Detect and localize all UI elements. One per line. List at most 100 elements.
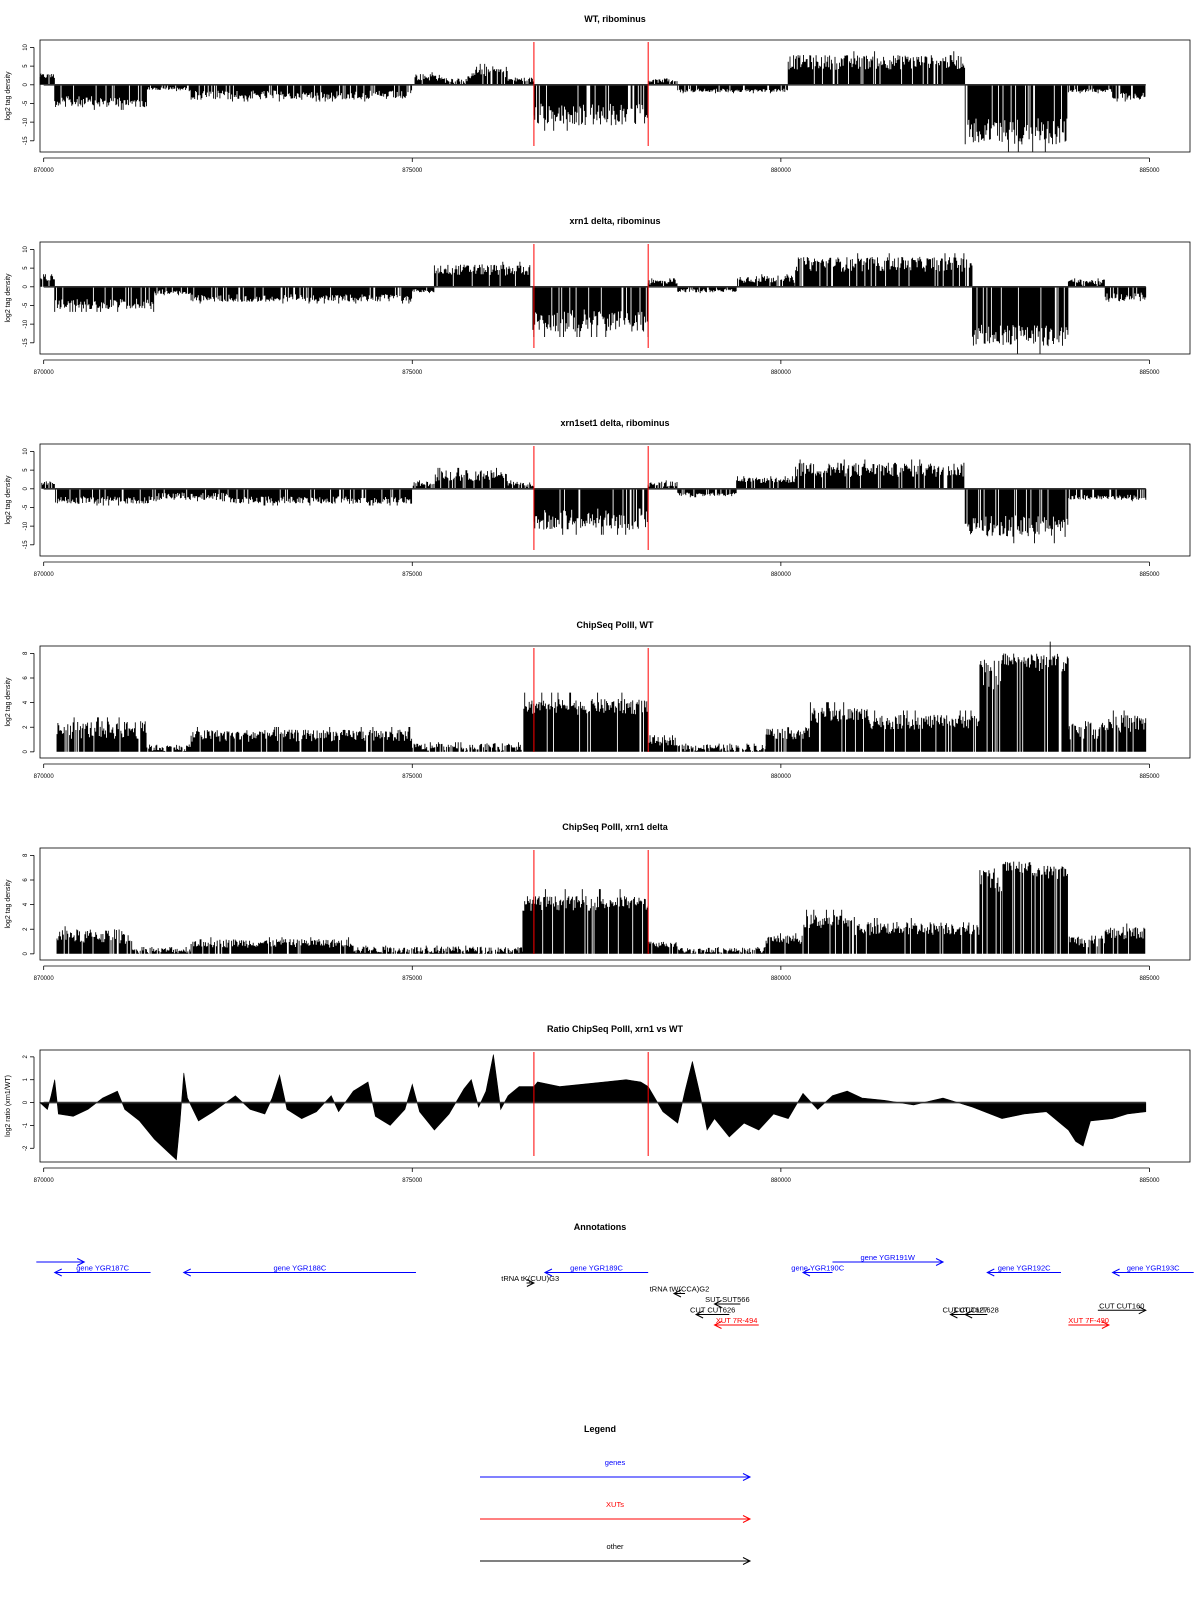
series-bars <box>39 51 1146 152</box>
arrow-head-icon <box>1101 1321 1111 1329</box>
series-bars <box>40 253 1147 354</box>
feature-genes: gene YGR192C <box>986 1264 1061 1277</box>
series-bars <box>56 641 1147 752</box>
feature-XUTs: XUT 7F-490 <box>1068 1316 1111 1329</box>
y-tick-label: 0 <box>23 1100 29 1104</box>
panel-title: ChipSeq PolII, xrn1 delta <box>562 822 669 832</box>
panel-4: ChipSeq PolII, WT log2 tag density 0 2 4 6 8 87… <box>5 620 1191 780</box>
y-axis-label: log2 tag density <box>5 71 12 121</box>
legend-title: Legend <box>584 1424 616 1434</box>
feature-other: tRNA tW(CCA)G2 <box>650 1285 709 1298</box>
y-axis-label: log2 ratio (xrn1/WT) <box>5 1075 12 1137</box>
feature-label: SUT SUT566 <box>705 1295 749 1304</box>
x-tick-label: 875000 <box>402 168 423 174</box>
x-tick-label: 885000 <box>1139 774 1160 780</box>
panel-3: xrn1set1 delta, ribominus log2 tag densit… <box>5 418 1191 578</box>
feature-genes <box>36 1258 86 1266</box>
y-tick-label: -5 <box>23 100 29 106</box>
feature-other: SUT SUT566 <box>705 1295 750 1308</box>
panel-5: ChipSeq PolII, xrn1 delta log2 tag densit… <box>5 822 1191 982</box>
y-tick-label: 0 <box>23 486 29 490</box>
y-tick-label: 0 <box>23 284 29 288</box>
plot-frame <box>39 241 1191 355</box>
arrow-head-icon <box>935 1258 945 1266</box>
x-tick-label: 875000 <box>402 774 423 780</box>
x-tick-label: 870000 <box>34 1178 55 1184</box>
arrow-head-icon <box>1138 1306 1147 1315</box>
feature-label: gene YGR193C <box>1127 1264 1180 1273</box>
feature-genes: gene YGR188C <box>182 1264 416 1277</box>
y-axis-label: log2 tag density <box>5 475 12 525</box>
feature-genes: gene YGR187C <box>53 1264 151 1277</box>
x-tick-label: 875000 <box>402 370 423 376</box>
feature-label: CUT CUT626 <box>690 1306 735 1315</box>
panel-title: Ratio ChipSeq PolII, xrn1 vs WT <box>547 1024 684 1034</box>
feature-genes: gene YGR193C <box>1111 1264 1194 1277</box>
x-tick-label: 880000 <box>771 572 792 578</box>
series-bars <box>56 861 1146 954</box>
y-tick-label: 4 <box>23 902 29 906</box>
x-tick-label: 875000 <box>402 1178 423 1184</box>
legend-label: genes <box>605 1458 626 1467</box>
feature-label: CUT CUT160 <box>1099 1301 1144 1310</box>
legend-label: XUTs <box>606 1500 624 1509</box>
y-axis-label: log2 tag density <box>5 273 12 323</box>
feature-genes: gene YGR191W <box>832 1253 945 1266</box>
feature-other: tRNA tK(CUU)G3 <box>501 1274 559 1287</box>
x-tick-label: 875000 <box>402 976 423 982</box>
y-axis-label: log2 tag density <box>5 879 12 929</box>
y-tick-label: 2 <box>23 927 29 931</box>
x-tick-label: 875000 <box>402 572 423 578</box>
x-tick-label: 870000 <box>34 976 55 982</box>
x-tick-label: 885000 <box>1139 168 1160 174</box>
feature-label: CUT CUT627 <box>943 1306 988 1315</box>
y-tick-label: -15 <box>23 136 29 145</box>
feature-label: gene YGR189C <box>570 1264 623 1273</box>
y-tick-label: 10 <box>23 43 29 50</box>
x-tick-label: 885000 <box>1139 976 1160 982</box>
plot-frame <box>39 39 1191 153</box>
y-tick-label: 2 <box>23 1055 29 1059</box>
annotations-title: Annotations <box>574 1222 627 1232</box>
panel-title: WT, ribominus <box>584 14 646 24</box>
arrow-head-icon <box>986 1268 995 1277</box>
arrow-head-icon <box>949 1310 958 1319</box>
arrow-head-icon <box>742 1557 752 1565</box>
panel-2: xrn1 delta, ribominus log2 tag density -15… <box>5 216 1191 376</box>
arrow-head-icon <box>53 1268 62 1277</box>
y-tick-label: 8 <box>23 853 29 857</box>
x-tick-label: 885000 <box>1139 370 1160 376</box>
feature-genes: gene YGR189C <box>543 1264 649 1277</box>
arrow-head-icon <box>964 1310 973 1319</box>
y-tick-label: -10 <box>23 117 29 126</box>
arrow-head-icon <box>713 1321 722 1329</box>
x-tick-label: 885000 <box>1139 1178 1160 1184</box>
plot-frame <box>39 443 1191 557</box>
arrow-head-icon <box>1111 1268 1120 1277</box>
y-axis-label: log2 tag density <box>5 677 12 727</box>
y-tick-label: 6 <box>23 878 29 882</box>
y-tick-label: 6 <box>23 676 29 680</box>
arrow-head-icon <box>742 1473 752 1481</box>
feature-other: CUT CUT626 <box>690 1306 735 1319</box>
arrow-head-icon <box>694 1310 704 1319</box>
feature-label: gene YGR188C <box>273 1264 326 1273</box>
y-tick-label: 1 <box>23 1077 29 1081</box>
feature-other: CUT CUT628 <box>954 1306 999 1319</box>
feature-label: gene YGR191W <box>861 1253 916 1262</box>
feature-genes: gene YGR190C <box>791 1264 845 1277</box>
x-tick-label: 880000 <box>771 976 792 982</box>
plot-frame <box>39 645 1191 759</box>
x-tick-label: 870000 <box>34 774 55 780</box>
y-tick-label: 0 <box>23 952 29 956</box>
arrow-head-icon <box>801 1268 811 1277</box>
feature-label: gene YGR192C <box>998 1264 1051 1273</box>
y-tick-label: -15 <box>23 540 29 549</box>
feature-label: tRNA tK(CUU)G3 <box>501 1274 559 1283</box>
feature-other: CUT CUT160 <box>1097 1301 1147 1315</box>
arrow-head-icon <box>742 1515 752 1523</box>
x-tick-label: 885000 <box>1139 572 1160 578</box>
y-tick-label: 4 <box>23 700 29 704</box>
panel-title: ChipSeq PolII, WT <box>577 620 654 630</box>
arrow-head-icon <box>672 1289 682 1298</box>
